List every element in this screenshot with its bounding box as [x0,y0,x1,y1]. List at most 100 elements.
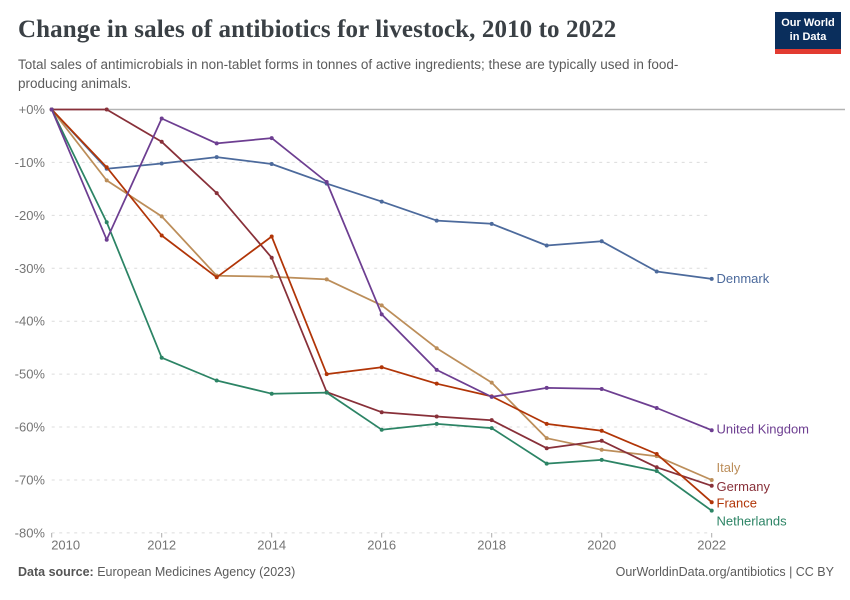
point-germany-2019 [544,446,549,451]
point-germany-2013 [214,191,219,196]
point-netherlands-2017 [434,421,439,426]
point-united-kingdom-2015 [324,180,329,185]
point-france-2017 [434,381,439,386]
series-label-netherlands: Netherlands [717,514,788,529]
footer-license: OurWorldinData.org/antibiotics | CC BY [615,565,834,579]
point-united-kingdom-2016 [379,312,384,317]
data-source-label: Data source: [18,565,94,579]
point-italy-2017 [434,346,439,351]
point-italy-2011 [104,178,109,183]
point-germany-2016 [379,410,384,415]
data-source: Data source: European Medicines Agency (… [18,565,295,579]
line-united-kingdom [50,108,713,432]
series-label-germany: Germany [717,479,771,494]
x-axis-tick-label: 2016 [367,538,396,553]
point-germany-2011 [104,107,109,112]
point-netherlands-2013 [214,378,219,383]
point-denmark-2012 [159,161,164,166]
point-germany-2021 [654,465,659,470]
y-axis-tick-label: -60% [15,420,46,435]
point-denmark-2022 [709,276,714,281]
series-label-france: France [717,496,757,511]
chart-footer: Data source: European Medicines Agency (… [18,565,834,579]
point-italy-2020 [599,447,604,452]
point-united-kingdom-2014 [269,136,274,141]
point-italy-2022 [709,477,714,482]
point-italy-2018 [489,380,494,385]
y-axis-tick-label: +0% [19,102,46,117]
y-axis-tick-label: -70% [15,472,46,487]
y-axis-tick-label: -30% [15,261,46,276]
point-denmark-2013 [214,155,219,160]
point-netherlands-2022 [709,508,714,513]
point-france-2022 [709,500,714,505]
point-netherlands-2011 [104,220,109,225]
page-title: Change in sales of antibiotics for lives… [18,16,617,43]
point-italy-2019 [544,436,549,441]
point-netherlands-2020 [599,457,604,462]
y-axis-tick-label: -40% [15,314,46,329]
point-france-2013 [214,275,219,280]
point-france-2015 [324,372,329,377]
point-denmark-2021 [654,269,659,274]
point-united-kingdom-2010 [49,107,54,112]
point-united-kingdom-2013 [214,141,219,146]
x-axis-tick-label: 2020 [587,538,616,553]
y-axis-tick-label: -20% [15,208,46,223]
point-united-kingdom-2017 [434,367,439,372]
series-label-italy: Italy [717,460,741,475]
point-united-kingdom-2018 [489,394,494,399]
point-denmark-2016 [379,199,384,204]
point-denmark-2020 [599,239,604,244]
y-axis-tick-label: -10% [15,155,46,170]
point-united-kingdom-2020 [599,386,604,391]
point-denmark-2014 [269,162,274,167]
point-france-2021 [654,452,659,457]
point-france-2016 [379,365,384,370]
point-italy-2015 [324,277,329,282]
y-axis-tick-label: -80% [15,525,46,540]
point-france-2020 [599,428,604,433]
series-label-denmark: Denmark [717,271,770,286]
x-axis-tick-label: 2014 [257,538,286,553]
point-germany-2018 [489,418,494,423]
point-netherlands-2021 [654,468,659,473]
point-germany-2012 [159,139,164,144]
point-denmark-2018 [489,221,494,226]
point-netherlands-2019 [544,461,549,466]
point-united-kingdom-2021 [654,405,659,410]
point-united-kingdom-2022 [709,428,714,433]
x-axis-tick-label: 2018 [477,538,506,553]
owid-logo-line1: Our World [781,17,835,29]
chart-subtitle: Total sales of antimicrobials in non-tab… [18,57,679,91]
point-italy-2014 [269,274,274,279]
point-italy-2012 [159,214,164,219]
point-united-kingdom-2019 [544,385,549,390]
point-united-kingdom-2012 [159,116,164,121]
data-source-value: European Medicines Agency (2023) [93,565,296,579]
point-netherlands-2014 [269,391,274,396]
point-italy-2016 [379,303,384,308]
point-denmark-2019 [544,243,549,248]
x-axis-tick-label: 2010 [51,538,80,553]
point-germany-2017 [434,414,439,419]
x-axis-tick-label: 2012 [147,538,176,553]
point-france-2011 [104,165,109,170]
point-france-2012 [159,233,164,238]
point-france-2019 [544,421,549,426]
x-axis-tick-label: 2022 [697,538,726,553]
owid-logo: Our World in Data [775,12,841,54]
point-netherlands-2018 [489,426,494,431]
point-netherlands-2016 [379,427,384,432]
point-germany-2020 [599,438,604,443]
owid-logo-line2: in Data [789,30,827,43]
point-united-kingdom-2011 [104,237,109,242]
point-netherlands-2015 [324,390,329,395]
point-netherlands-2012 [159,355,164,360]
y-axis-tick-label: -50% [15,367,46,382]
point-germany-2022 [709,483,714,488]
point-denmark-2017 [434,218,439,223]
series-label-united-kingdom: United Kingdom [717,422,810,437]
